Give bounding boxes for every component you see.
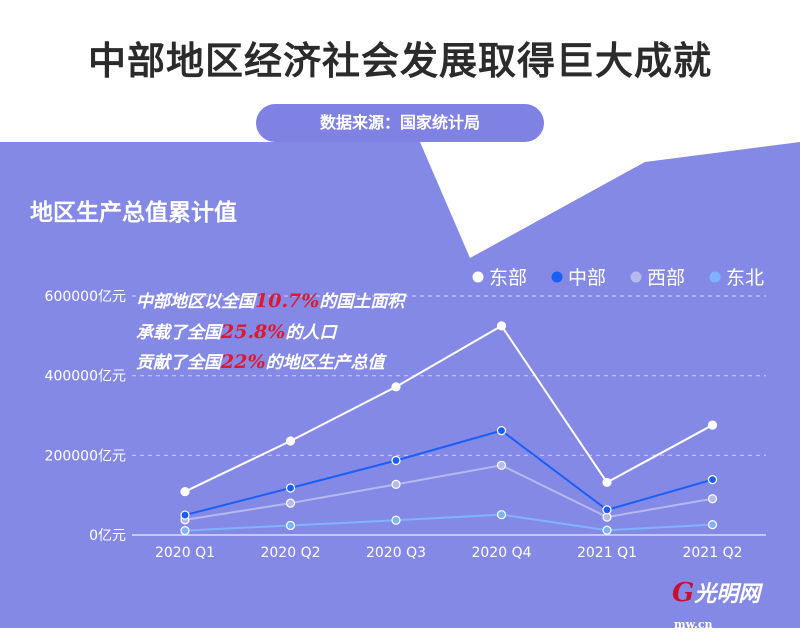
x-tick-label: 2020 Q2 [260, 545, 320, 561]
data-point [707, 475, 718, 485]
data-point [285, 498, 296, 508]
data-point [285, 436, 296, 446]
series-line [184, 429, 713, 517]
annotation-line-1: 中部地区以全国10.7%的国土面积 [136, 287, 404, 312]
legend-marker [472, 271, 484, 283]
annotation-3-text-end: 的地区生产总值 [265, 353, 385, 373]
y-tick-label: 600000亿元 [45, 289, 126, 305]
legend-marker [551, 271, 563, 283]
source-badge: 数据来源：国家统计局 [256, 104, 544, 142]
x-tick-label: 2021 Q2 [682, 545, 742, 561]
legend-label: 中部 [568, 267, 606, 289]
data-point [707, 494, 718, 504]
data-point [285, 483, 296, 493]
annotation-1-highlight: 10.7% [255, 290, 320, 312]
data-point [602, 477, 612, 488]
annotation-3-highlight: 22% [221, 351, 266, 373]
y-tick-label: 400000亿元 [45, 369, 126, 385]
gmw-logo: G光明网 mw.cn [672, 576, 800, 634]
y-tick-label: 200000亿元 [45, 448, 126, 464]
annotation-line-2: 承载了全国25.8%的人口 [136, 318, 336, 343]
main-title: 中部地区经济社会发展取得巨大成就 [87, 39, 712, 83]
data-point [707, 420, 718, 430]
legend-label: 东北 [726, 267, 764, 289]
legend-label: 西部 [647, 267, 685, 289]
logo-mark: G [672, 578, 695, 608]
data-point [391, 479, 401, 490]
x-tick-label: 2020 Q4 [471, 545, 531, 561]
logo-text: 光明网 [694, 581, 761, 607]
data-point [391, 455, 401, 466]
data-point [602, 505, 612, 515]
annotation-line-3: 贡献了全国22%的地区生产总值 [136, 348, 385, 373]
chart-title: 地区生产总值累计值 [30, 200, 237, 226]
data-point [180, 510, 190, 520]
legend-marker [709, 271, 721, 283]
x-tick-label: 2020 Q3 [366, 545, 426, 561]
x-tick-label: 2020 Q1 [155, 545, 215, 561]
annotation-3-text: 贡献了全国 [136, 353, 221, 373]
x-tick-label: 2021 Q1 [577, 545, 637, 561]
data-point [496, 460, 507, 470]
annotation-2-highlight: 25.8% [221, 321, 286, 343]
logo-sub: mw.cn [674, 618, 713, 631]
data-point [391, 382, 401, 392]
data-point [707, 520, 718, 530]
data-point [391, 515, 401, 525]
data-point [602, 525, 612, 535]
data-point [285, 520, 296, 531]
annotation-1-text-end: 的国土面积 [319, 292, 405, 312]
series-line [184, 324, 713, 493]
annotation-2-text-end: 的人口 [285, 323, 337, 343]
data-point [180, 526, 190, 536]
data-point [496, 510, 507, 520]
series-line [184, 464, 713, 521]
series-line [184, 513, 713, 532]
data-point [496, 321, 507, 331]
data-point [496, 426, 507, 436]
legend-marker [630, 271, 642, 283]
annotation-2-text: 承载了全国 [136, 323, 221, 343]
annotation-1-text: 中部地区以全国 [136, 292, 255, 312]
data-point [180, 486, 190, 497]
y-tick-label: 0亿元 [89, 528, 126, 544]
legend-label: 东部 [489, 267, 527, 289]
